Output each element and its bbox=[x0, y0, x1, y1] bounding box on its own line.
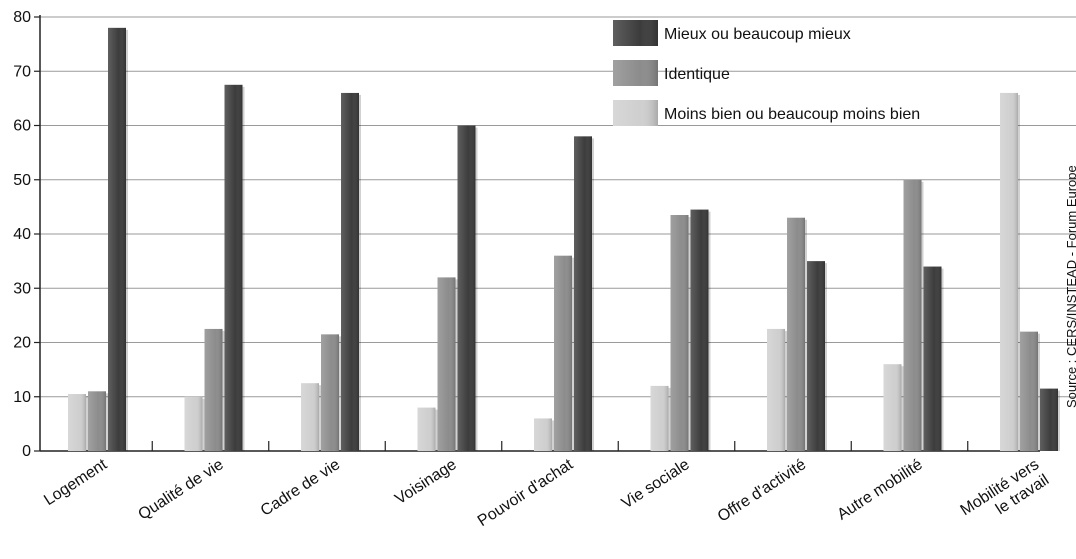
legend: Mieux ou beaucoup mieux Identique Moins bi… bbox=[613, 20, 920, 126]
bar-highlight bbox=[301, 383, 319, 451]
x-tick-label: Voisinage bbox=[392, 456, 460, 508]
y-tick-label: 30 bbox=[13, 280, 31, 297]
bar-highlight bbox=[1000, 92, 1018, 451]
bar-highlight bbox=[554, 255, 572, 451]
bar-highlight bbox=[1040, 388, 1058, 451]
legend-swatch-highlight bbox=[613, 20, 658, 46]
legend-label: Identique bbox=[664, 66, 730, 83]
bar-highlight bbox=[903, 179, 922, 451]
bar-highlight bbox=[108, 27, 126, 451]
legend-swatch-highlight bbox=[613, 60, 658, 86]
bars bbox=[68, 27, 1060, 451]
legend-label: Moins bien ou beaucoup moins bien bbox=[664, 106, 920, 123]
y-tick-label: 10 bbox=[13, 389, 31, 406]
bar-highlight bbox=[341, 92, 359, 451]
x-tick-label: Logement bbox=[41, 456, 110, 509]
bar-highlight bbox=[184, 396, 203, 451]
x-tick-label: Pouvoir d'achat bbox=[475, 456, 577, 530]
y-tick-label: 80 bbox=[13, 9, 31, 26]
x-tick-label: Mobilité versle travail bbox=[958, 456, 1053, 535]
legend-swatch-highlight bbox=[613, 100, 658, 126]
y-tick-label: 60 bbox=[13, 118, 31, 135]
x-tick-label: Cadre de vie bbox=[258, 456, 343, 520]
bar-highlight bbox=[574, 136, 592, 451]
x-tick-label: Vie sociale bbox=[619, 456, 693, 512]
bar-highlight bbox=[224, 84, 243, 451]
bar-highlight bbox=[321, 334, 339, 451]
y-tick-label: 50 bbox=[13, 172, 31, 189]
y-tick-label: 70 bbox=[13, 63, 31, 80]
bar-highlight bbox=[767, 328, 785, 451]
category-labels: Logement Qualité de vie Cadre de vie Voisin… bbox=[41, 456, 1053, 535]
bar-highlight bbox=[923, 266, 942, 451]
bar-highlight bbox=[690, 209, 709, 451]
bar-highlight bbox=[457, 125, 476, 451]
bar-highlight bbox=[534, 418, 552, 451]
x-tick-label: Qualité de vie bbox=[135, 456, 226, 524]
y-tick-label: 40 bbox=[13, 226, 31, 243]
bar-highlight bbox=[88, 391, 106, 451]
bar-highlight bbox=[417, 407, 436, 451]
bar-highlight bbox=[807, 261, 825, 451]
bar-highlight bbox=[68, 394, 86, 451]
bar-highlight bbox=[650, 385, 669, 451]
bar-highlight bbox=[883, 364, 902, 451]
bar-highlight bbox=[787, 217, 805, 451]
bar-highlight bbox=[1020, 331, 1038, 451]
bar-highlight bbox=[670, 215, 689, 451]
bar-highlight bbox=[204, 328, 223, 451]
bar-highlight bbox=[437, 277, 456, 451]
y-tick-label: 20 bbox=[13, 335, 31, 352]
legend-label: Mieux ou beaucoup mieux bbox=[664, 26, 851, 43]
x-tick-label: Offre d'activité bbox=[715, 456, 809, 526]
source-note: Source : CERS/INSTEAD - Forum Europe bbox=[1064, 165, 1076, 408]
x-tick-label: Autre mobilité bbox=[834, 456, 925, 524]
y-tick-label: 0 bbox=[22, 443, 31, 460]
